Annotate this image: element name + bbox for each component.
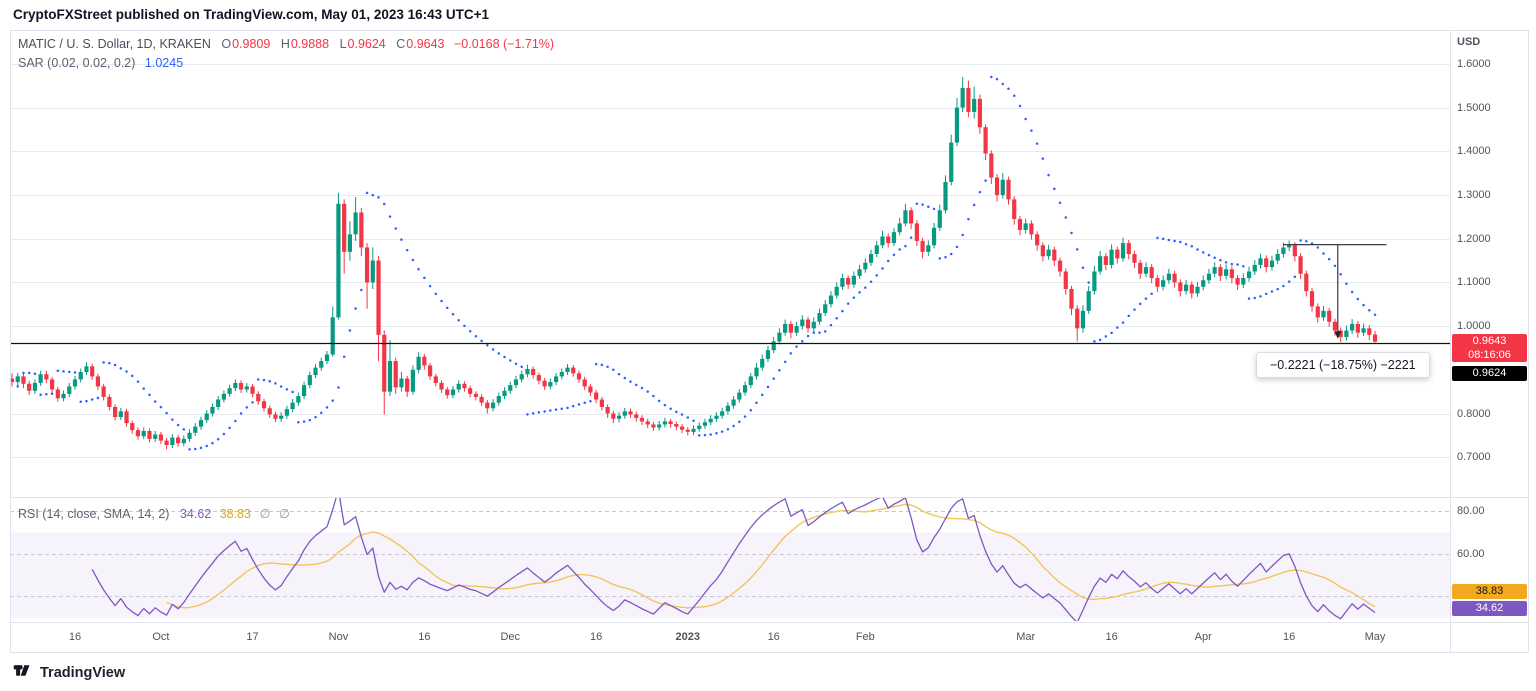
price-tick-label: 1.6000: [1457, 57, 1491, 70]
symbol-legend[interactable]: MATIC / U. S. Dollar, 1D, KRAKEN O0.9809…: [18, 37, 554, 51]
sar-name: SAR (0.02, 0.02, 0.2): [18, 56, 136, 70]
price-tick-label: 1.2000: [1457, 232, 1491, 245]
rsi-indicator-legend[interactable]: RSI (14, close, SMA, 14, 2) 34.62 38.83 …: [18, 506, 290, 521]
close-label: C: [396, 37, 406, 51]
time-tick-label: 16: [590, 631, 603, 643]
horizontal-line-price-badge: 0.9624: [1452, 366, 1527, 381]
time-tick-label: 16: [418, 631, 431, 643]
rsi-bb-lower-value: ∅: [278, 507, 290, 521]
price-tick-label: 1.1000: [1457, 276, 1491, 289]
rsi-ma-badge: 38.83: [1452, 584, 1527, 599]
time-tick-label: 16: [1282, 631, 1296, 643]
low-label: L: [339, 37, 347, 51]
time-tick-label: 17: [246, 631, 259, 643]
price-tick-label: 1.3000: [1457, 189, 1491, 201]
time-tick-label: Dec: [500, 631, 521, 643]
high-label: H: [280, 37, 290, 51]
sar-indicator-legend[interactable]: SAR (0.02, 0.02, 0.2) 1.0245: [18, 56, 183, 70]
tradingview-attribution[interactable]: TradingView: [12, 660, 125, 686]
price-tick-label: 1.0000: [1457, 320, 1491, 333]
tradingview-brand-text: TradingView: [40, 665, 126, 681]
price-tick-label: 1.4000: [1457, 145, 1491, 158]
rsi-value-badge: 34.62: [1452, 601, 1527, 616]
symbol-title: MATIC / U. S. Dollar, 1D, KRAKEN: [18, 37, 211, 51]
time-tick-label: 16: [1105, 631, 1118, 643]
time-tick-label: Apr: [1194, 631, 1212, 643]
rsi-tick-label: 80.00: [1457, 505, 1485, 518]
open-value: 0.9809: [232, 37, 271, 51]
close-value: 0.9643: [406, 37, 445, 51]
low-value: 0.9624: [347, 37, 386, 51]
measure-annotation-tooltip: −0.2221 (−18.75%) −2221: [1256, 352, 1430, 378]
price-tick-label: 1.5000: [1457, 101, 1491, 114]
rsi-name: RSI (14, close, SMA, 14, 2): [18, 507, 170, 521]
change-value: −0.0168 (−1.71%): [453, 37, 555, 51]
time-tick-label: 16: [68, 631, 82, 643]
rsi-ma-value: 38.83: [219, 507, 251, 521]
rsi-bb-upper-value: ∅: [259, 507, 271, 521]
time-tick-label: Feb: [855, 631, 875, 643]
bar-countdown: 08:16:06: [1468, 349, 1511, 361]
open-label: O: [221, 37, 232, 51]
high-value: 0.9888: [290, 37, 330, 51]
time-tick-label: Nov: [328, 631, 349, 643]
last-price-badge: 0.9643 08:16:06: [1452, 334, 1527, 362]
tradingview-logo-icon: [12, 660, 33, 686]
time-tick-label: Mar: [1016, 631, 1036, 643]
rsi-tick-label: 60.00: [1457, 547, 1485, 560]
price-axis-currency: USD: [1457, 36, 1481, 48]
sar-value: 1.0245: [144, 56, 184, 70]
last-price-value: 0.9643: [1472, 335, 1507, 347]
time-tick-label: Oct: [152, 631, 170, 643]
time-tick-label: 2023: [675, 631, 701, 643]
time-tick-label: 16: [767, 631, 780, 643]
rsi-value: 34.62: [179, 507, 212, 521]
time-tick-label: May: [1364, 631, 1386, 643]
price-tick-label: 0.8000: [1457, 407, 1491, 420]
price-tick-label: 0.7000: [1457, 451, 1491, 464]
